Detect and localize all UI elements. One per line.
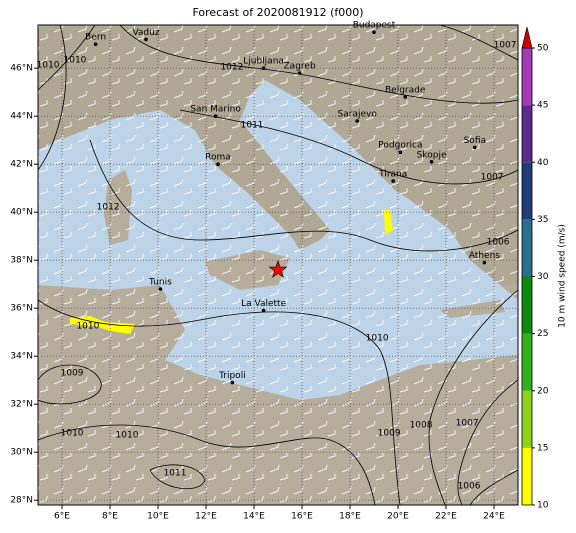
city-label: Zagreb: [284, 62, 316, 72]
lon-tick-label: 24°E: [483, 512, 505, 522]
isobar-label: 1010: [64, 56, 87, 66]
lon-tick-label: 18°E: [339, 512, 361, 522]
isobar-label: 1007: [456, 418, 479, 428]
city-dot: [403, 95, 408, 99]
isobar-label: 1008: [410, 421, 433, 431]
city-dot: [355, 119, 360, 123]
colorbar-tick-label: 45: [537, 101, 548, 111]
isobar-label: 1010: [76, 321, 99, 331]
lat-tick-label: 34°N: [10, 352, 33, 362]
city-dot: [429, 160, 434, 164]
city-dot: [482, 260, 487, 265]
city-dot: [216, 162, 220, 166]
isobars: [38, 25, 518, 505]
city-dot: [297, 71, 302, 75]
colorbar-label: 10 m wind speed (m/s): [558, 224, 568, 328]
isobar-label: 1009: [378, 429, 401, 439]
city-dot: [391, 179, 396, 183]
colorbar-segment: [522, 162, 532, 220]
city-label: Roma: [205, 153, 231, 163]
city-label: Tirana: [378, 170, 407, 180]
colorbar-tick-label: 15: [537, 443, 548, 453]
city-dot: [261, 308, 266, 313]
isobar-label: 1010: [61, 429, 84, 439]
isobar-label: 1010: [37, 61, 60, 71]
lon-tick-label: 16°E: [291, 512, 313, 522]
isobar-label: 1006: [487, 237, 510, 247]
isobar-label: 1006: [458, 482, 481, 492]
city-label: Sarajevo: [338, 110, 378, 120]
lat-tick-label: 46°N: [10, 64, 33, 74]
city-label: Belgrade: [385, 86, 426, 96]
lon-tick-label: 22°E: [435, 512, 457, 522]
city-dot: [93, 42, 98, 46]
colorbar-segment: [522, 447, 532, 505]
city-dot: [213, 114, 218, 118]
city-label: Podgorica: [378, 141, 422, 151]
city-label: Vaduz: [132, 28, 159, 38]
city-label: Athens: [469, 251, 500, 261]
lat-tick-label: 38°N: [10, 256, 33, 266]
lat-tick-label: 30°N: [10, 448, 33, 458]
city-label: Budapest: [353, 21, 396, 31]
colorbar-tick-label: 10: [537, 501, 549, 511]
lon-tick-label: 6°E: [54, 512, 70, 522]
isobar-label: 1012: [220, 63, 243, 73]
city-label: San Marino: [190, 105, 241, 115]
colorbar-segment: [522, 48, 532, 106]
colorbar-segment: [522, 333, 532, 391]
lon-tick-label: 8°E: [102, 512, 118, 522]
city-dot: [230, 380, 235, 385]
city-label: Tripoli: [218, 371, 246, 381]
city-dot: [398, 150, 403, 154]
colorbar-tick-label: 30: [537, 272, 549, 282]
colorbar-tick-label: 25: [537, 329, 548, 339]
city-label: La Valette: [241, 299, 286, 309]
isobar-label: 1010: [116, 430, 139, 440]
lat-tick-label: 42°N: [10, 160, 33, 170]
lat-tick-label: 32°N: [10, 400, 33, 410]
lat-tick-label: 36°N: [10, 304, 33, 314]
map-title: Forecast of 2020081912 (f000): [192, 6, 363, 19]
city-label: Sofia: [464, 136, 486, 146]
isobar-label: 1007: [494, 40, 517, 50]
lat-tick-label: 40°N: [10, 208, 33, 218]
isobar-label: 1012: [97, 202, 120, 212]
isobar-label: 1009: [61, 369, 84, 379]
city-dot: [372, 30, 376, 34]
isobar-label: 1007: [481, 172, 504, 182]
colorbar-tick-label: 40: [537, 158, 549, 168]
colorbar-tick-label: 35: [537, 215, 548, 225]
lon-tick-label: 12°E: [195, 512, 217, 522]
lon-tick-label: 14°E: [243, 512, 265, 522]
lon-tick-label: 10°E: [147, 512, 169, 522]
city-label: Skopje: [417, 150, 447, 160]
lat-tick-label: 28°N: [10, 496, 33, 506]
lon-tick-label: 20°E: [387, 512, 409, 522]
isobar-label: 1011: [241, 121, 264, 131]
city-label: Bern: [85, 33, 106, 43]
isobar-label: 1011: [164, 469, 187, 479]
map-frame: [37, 24, 519, 506]
colorbar-tick-label: 20: [537, 386, 549, 396]
colorbar-segment: [522, 219, 532, 277]
colorbar-segment: [522, 105, 532, 163]
city-dot: [261, 66, 266, 70]
lat-tick-label: 44°N: [10, 112, 33, 122]
city-label: Ljubljana: [243, 57, 284, 67]
city-dot: [144, 37, 148, 42]
city-dot: [158, 287, 163, 291]
colorbar-extend: [521, 26, 533, 49]
colorbar-tick-label: 50: [537, 44, 549, 54]
colorbar-segment: [522, 390, 532, 448]
isobar-label: 1010: [366, 333, 389, 343]
location-marker: [268, 259, 288, 278]
colorbar-segment: [522, 276, 532, 334]
city-label: Tunis: [148, 278, 172, 288]
city-dot: [473, 145, 477, 150]
